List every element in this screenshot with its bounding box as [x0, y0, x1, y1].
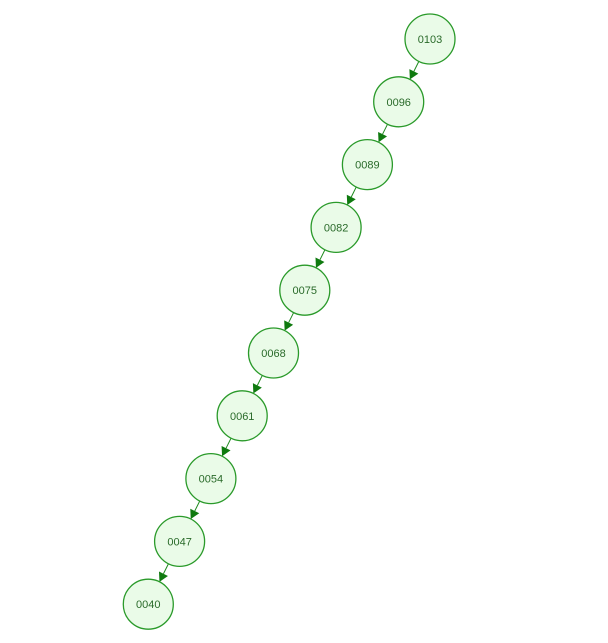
node-0103: 0103	[405, 14, 455, 64]
node-0068: 0068	[249, 328, 299, 378]
edge-n8-n9	[163, 564, 168, 574]
node-0096: 0096	[374, 77, 424, 127]
edge-n2-n3	[351, 187, 356, 197]
node-0047: 0047	[155, 516, 205, 566]
node-0061: 0061	[217, 391, 267, 441]
node-label: 0054	[199, 474, 223, 486]
edge-n7-n8	[195, 501, 200, 511]
node-0054: 0054	[186, 454, 236, 504]
node-label: 0075	[293, 285, 317, 297]
node-label: 0089	[355, 160, 379, 172]
edge-n1-n2	[383, 124, 388, 134]
edge-n0-n1	[414, 61, 419, 71]
node-0082: 0082	[311, 202, 361, 252]
node-0089: 0089	[342, 140, 392, 190]
edge-n6-n7	[226, 438, 231, 448]
node-label: 0040	[136, 599, 160, 611]
node-label: 0068	[261, 348, 285, 360]
node-label: 0103	[418, 34, 442, 46]
edges-layer	[159, 61, 419, 581]
edge-n4-n5	[289, 313, 294, 323]
node-0040: 0040	[123, 579, 173, 629]
node-label: 0061	[230, 411, 254, 423]
edge-n5-n6	[257, 375, 262, 385]
node-label: 0082	[324, 222, 348, 234]
node-0075: 0075	[280, 265, 330, 315]
node-label: 0096	[386, 97, 410, 109]
node-label: 0047	[167, 536, 191, 548]
edge-n3-n4	[320, 250, 325, 260]
